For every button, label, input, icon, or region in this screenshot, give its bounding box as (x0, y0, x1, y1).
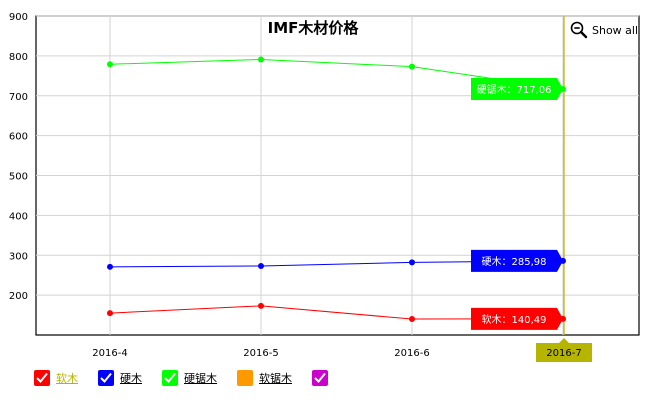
legend-item-4[interactable] (312, 370, 334, 386)
legend-item-2[interactable]: 硬锯木 (162, 370, 217, 386)
tooltip-box (471, 249, 563, 272)
tooltip-box (471, 77, 563, 100)
legend-checkbox[interactable] (162, 370, 178, 386)
data-point (409, 316, 415, 323)
check-icon (36, 372, 48, 383)
data-point (258, 56, 264, 63)
crosshair-label: 2016-7 (546, 348, 581, 359)
legend-item-3[interactable]: 软锯木 (237, 370, 292, 386)
data-point (258, 263, 264, 270)
data-point (409, 63, 415, 70)
x-tick-label: 2016-6 (394, 348, 429, 359)
legend-label: 硬锯木 (184, 372, 217, 385)
legend-checkbox[interactable] (98, 370, 114, 386)
x-tick-label: 2016-5 (243, 348, 278, 359)
tooltip-text: 硬木：285,98 (482, 256, 547, 268)
legend: 软木 硬木 硬锯木 软锯木 (34, 369, 354, 387)
chart-title: IMF木材价格 (268, 19, 360, 37)
data-point (107, 61, 113, 68)
data-point (107, 310, 113, 317)
series-line (109, 58, 564, 90)
data-point (258, 302, 264, 309)
legend-item-0[interactable]: 软木 (34, 370, 78, 386)
y-tick-label: 400 (9, 211, 28, 222)
y-tick-label: 700 (9, 92, 28, 103)
crosshair-label-box (536, 343, 592, 362)
legend-item-1[interactable]: 硬木 (98, 370, 142, 386)
tooltip-text: 硬锯木：717,06 (477, 84, 552, 96)
legend-checkbox[interactable] (312, 370, 328, 386)
show-all-label: Show all (592, 23, 639, 37)
legend-label: 硬木 (120, 372, 142, 385)
check-icon (314, 372, 326, 383)
tooltip-text: 软木：140,49 (482, 313, 547, 326)
show-all-button[interactable]: Show all (570, 21, 638, 39)
zoom-out-icon (570, 21, 588, 39)
y-tick-label: 500 (9, 172, 28, 183)
legend-label: 软锯木 (259, 372, 292, 385)
x-tick-label: 2016-4 (92, 348, 127, 359)
check-icon (164, 372, 176, 383)
y-tick-label: 600 (9, 132, 28, 143)
check-icon (100, 372, 112, 383)
y-tick-label: 200 (9, 291, 28, 302)
legend-checkbox[interactable] (34, 370, 50, 386)
data-point (409, 259, 415, 266)
y-tick-label: 300 (9, 251, 28, 262)
tooltip-box (471, 307, 563, 330)
legend-checkbox[interactable] (237, 370, 253, 386)
crosshair-label-pointer (559, 338, 569, 343)
legend-label: 软木 (56, 372, 78, 385)
y-tick-label: 800 (9, 52, 28, 63)
data-point (107, 263, 113, 270)
y-tick-label: 900 (9, 12, 28, 23)
